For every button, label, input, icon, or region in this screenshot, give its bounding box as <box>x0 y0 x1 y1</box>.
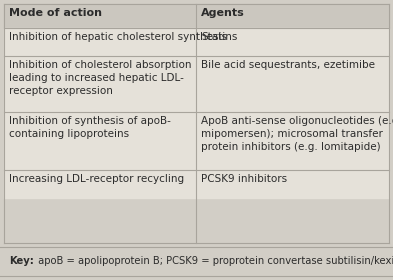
Bar <box>4 28 389 56</box>
Text: Inhibition of hepatic cholesterol synthesis: Inhibition of hepatic cholesterol synthe… <box>9 32 227 42</box>
Text: Statins: Statins <box>201 32 237 42</box>
Bar <box>4 170 389 198</box>
Text: Agents: Agents <box>201 8 245 18</box>
Text: Increasing LDL-receptor recycling: Increasing LDL-receptor recycling <box>9 174 184 184</box>
Text: Inhibition of cholesterol absorption
leading to increased hepatic LDL-
receptor : Inhibition of cholesterol absorption lea… <box>9 60 191 96</box>
Bar <box>4 112 389 170</box>
Text: Inhibition of synthesis of apoB-
containing lipoproteins: Inhibition of synthesis of apoB- contain… <box>9 116 171 139</box>
Text: Key:: Key: <box>9 256 34 267</box>
Text: Mode of action: Mode of action <box>9 8 102 18</box>
Text: ApoB anti-sense oligonucleotides (e.g.
mipomersen); microsomal transfer
protein : ApoB anti-sense oligonucleotides (e.g. m… <box>201 116 393 152</box>
Bar <box>0 247 393 276</box>
Text: apoB = apolipoprotein B; PCSK9 = proprotein convertase subtilisin/kexin type 9: apoB = apolipoprotein B; PCSK9 = proprot… <box>35 256 393 267</box>
Bar <box>4 56 389 112</box>
Bar <box>4 4 389 28</box>
Text: Bile acid sequestrants, ezetimibe: Bile acid sequestrants, ezetimibe <box>201 60 375 70</box>
Text: PCSK9 inhibitors: PCSK9 inhibitors <box>201 174 287 184</box>
